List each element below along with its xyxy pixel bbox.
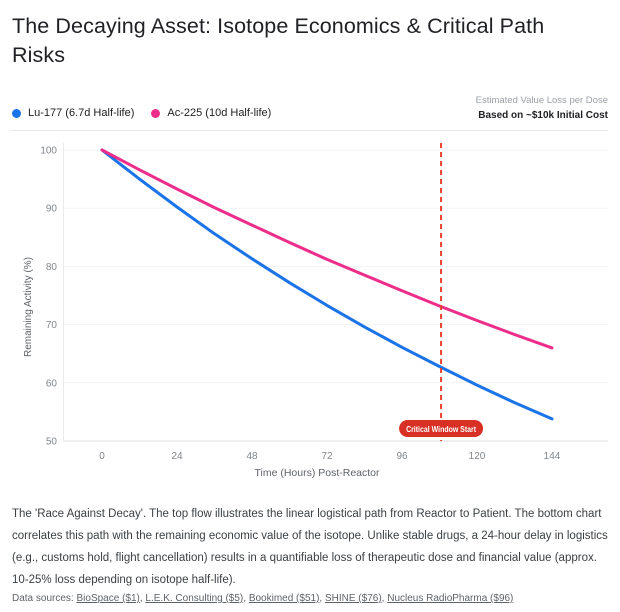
legend-label: Lu-177 (6.7d Half-life) <box>28 107 135 119</box>
series-line-ac-225 <box>100 148 554 350</box>
x-tick-label: 0 <box>99 451 105 462</box>
source-link[interactable]: Nucleus RadioPharma ($96) <box>387 593 514 604</box>
x-tick-label: 120 <box>469 451 486 462</box>
data-sources: Data sources: BioSpace ($1), L.E.K. Cons… <box>12 593 513 604</box>
value-note-subtitle: Estimated Value Loss per Dose <box>475 95 608 106</box>
data-sources-links: BioSpace ($1), L.E.K. Consulting ($5), B… <box>76 593 514 604</box>
source-link[interactable]: Bookimed ($51) <box>248 593 320 604</box>
chart-legend: Lu-177 (6.7d Half-life) Ac-225 (10d Half… <box>12 107 271 119</box>
legend-dot-icon <box>12 108 21 118</box>
legend-item-lu177[interactable]: Lu-177 (6.7d Half-life) <box>12 107 134 119</box>
y-tick-label: 90 <box>46 204 58 215</box>
x-tick-label: 48 <box>246 451 258 462</box>
chart-caption: The 'Race Against Decay'. The top flow i… <box>12 508 608 586</box>
x-tick-label: 144 <box>544 451 561 462</box>
x-tick-label: 96 <box>396 451 408 462</box>
x-tick-label: 72 <box>321 451 333 462</box>
y-tick-label: 80 <box>46 262 58 273</box>
source-link[interactable]: L.E.K. Consulting ($5) <box>145 593 244 604</box>
legend-dot-icon <box>151 108 161 118</box>
y-tick-label: 50 <box>46 437 58 448</box>
y-tick-label: 100 <box>40 146 57 157</box>
value-note: Estimated Value Loss per Dose Based on ~… <box>476 95 608 121</box>
legend-label: Ac-225 (10d Half-life) <box>167 107 272 119</box>
source-link[interactable]: SHINE ($76) <box>324 593 382 604</box>
data-sources-prefix: Data sources: <box>12 593 77 604</box>
y-tick-label: 70 <box>46 320 58 331</box>
source-link[interactable]: BioSpace ($1) <box>76 593 140 604</box>
header-divider <box>10 130 608 131</box>
y-tick-label: 60 <box>46 378 58 389</box>
page-title: The Decaying Asset: Isotope Economics & … <box>12 14 545 67</box>
critical-window-badge <box>399 420 484 437</box>
value-note-title: Based on ~$10k Initial Cost <box>478 110 608 121</box>
critical-window-badge-label: Critical Window Start <box>406 424 476 434</box>
legend-item-ac225[interactable]: Ac-225 (10d Half-life) <box>151 107 271 119</box>
y-axis-title: Remaining Activity (%) <box>23 257 34 357</box>
x-axis-title: Time (Hours) Post-Reactor <box>254 467 380 479</box>
series-line-lu-177 <box>100 148 554 421</box>
x-tick-label: 24 <box>171 451 183 462</box>
